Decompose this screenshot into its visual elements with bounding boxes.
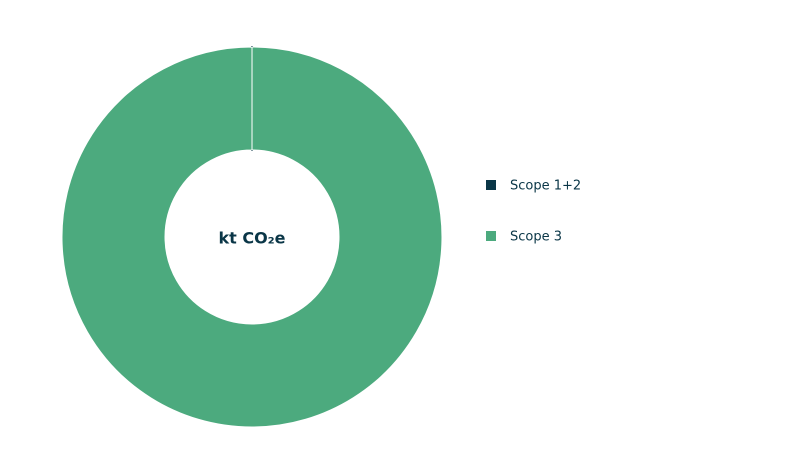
center-label: kt CO₂e: [218, 229, 285, 248]
legend-swatch: [486, 180, 496, 190]
legend-label: Scope 3: [510, 230, 562, 245]
legend: Scope 1+2 Scope 3: [486, 179, 581, 245]
legend-swatch: [486, 231, 496, 241]
donut-segment: [61, 46, 443, 428]
donut: [61, 45, 443, 428]
legend-label: Scope 1+2: [510, 179, 581, 194]
